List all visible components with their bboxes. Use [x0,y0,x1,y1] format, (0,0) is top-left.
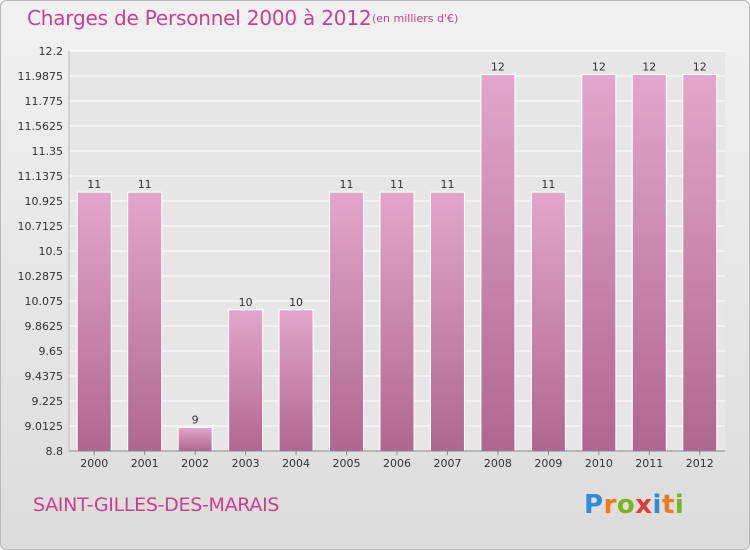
bar [682,74,718,452]
bar [177,426,213,452]
data-label: 9 [192,413,199,426]
y-tick-label: 11.1375 [18,170,64,183]
y-tick-label: 10.7125 [18,220,64,233]
data-label: 12 [693,61,707,74]
x-tick-label: 2003 [232,457,260,470]
y-tick-label: 11.775 [25,95,64,108]
x-tick-label: 2011 [635,457,663,470]
y-tick-label: 9.4375 [25,370,64,383]
y-tick-label: 10.2875 [18,270,64,283]
x-tick-label: 2004 [282,457,310,470]
bar [581,74,617,452]
y-tick-label: 10.075 [25,295,64,308]
data-label: 11 [87,178,101,191]
data-label: 11 [138,178,152,191]
chart-subtitle: (en milliers d'€) [372,12,459,25]
data-label: 11 [390,178,404,191]
x-tick-label: 2005 [333,457,361,470]
logo-letter: i [674,490,685,520]
data-label: 11 [340,178,354,191]
y-tick-label: 9.225 [32,395,64,408]
data-label: 11 [440,178,454,191]
data-label: 10 [289,296,303,309]
logo-letter: i [652,490,662,520]
place-name: SAINT-GILLES-DES-MARAIS [33,494,280,516]
y-tick-label: 11.9875 [18,70,64,83]
bar [530,191,566,452]
proxiti-logo: Proxiti [584,490,684,520]
logo-letter: x [635,490,653,520]
x-tick-label: 2002 [181,457,209,470]
x-tick-label: 2010 [585,457,613,470]
y-tick-label: 10.5 [39,245,64,258]
y-tick-label: 11.35 [32,145,64,158]
x-tick-label: 2006 [383,457,411,470]
logo-letter: P [584,490,604,520]
data-label: 11 [541,178,555,191]
bar [379,191,415,452]
x-tick-label: 2007 [433,457,461,470]
y-tick-label: 12.2 [39,45,64,58]
bar [631,74,667,452]
x-tick-label: 2012 [686,457,714,470]
bar [76,191,112,452]
x-tick-label: 2008 [484,457,512,470]
bar [429,191,465,452]
logo-letter: r [603,490,617,520]
x-tick-label: 2000 [80,457,108,470]
y-tick-label: 9.0125 [25,420,64,433]
bar [329,191,365,452]
bar [228,309,264,452]
y-tick-label: 11.5625 [18,120,64,133]
y-tick-label: 9.8625 [25,320,64,333]
data-label: 10 [239,296,253,309]
x-tick-label: 2001 [131,457,159,470]
x-tick-label: 2009 [534,457,562,470]
bar [127,191,163,452]
y-tick-label: 10.925 [25,195,64,208]
bar [480,74,516,452]
logo-letter: t [661,490,675,520]
bar [278,309,314,452]
data-label: 12 [642,61,656,74]
logo-letter: o [616,490,636,520]
chart-title: Charges de Personnel 2000 à 2012 [27,6,372,30]
y-tick-label: 8.8 [46,445,64,458]
y-tick-label: 9.65 [39,345,64,358]
data-label: 12 [491,61,505,74]
data-label: 12 [592,61,606,74]
